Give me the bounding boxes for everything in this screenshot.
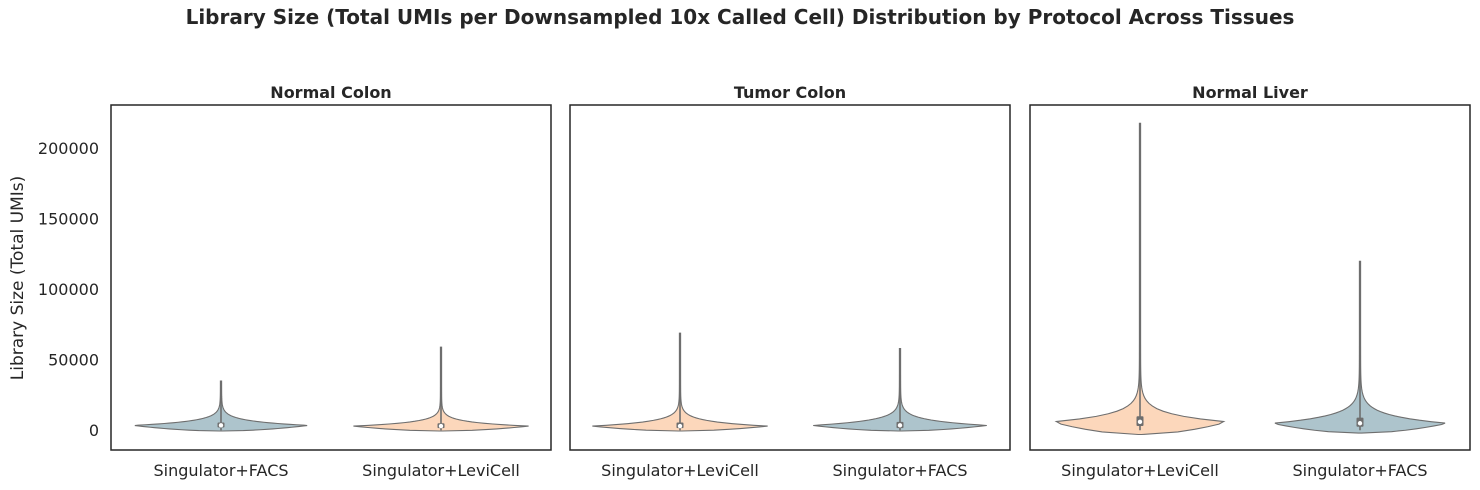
y-tick-label: 200000 xyxy=(38,139,99,158)
y-tick-label: 0 xyxy=(89,421,99,440)
panel-1: Normal Colon Singulator+FACS Singulator+Le… xyxy=(38,83,552,480)
y-tick-label: 50000 xyxy=(48,350,99,369)
panel-title: Normal Liver xyxy=(1192,83,1308,102)
axes-frame xyxy=(1029,104,1471,451)
x-tick-label: Singulator+LeviCell xyxy=(601,461,759,480)
violin-median xyxy=(1357,421,1363,426)
violin-median xyxy=(897,423,903,428)
x-tick-label: Singulator+LeviCell xyxy=(1061,461,1219,480)
y-tick-label: 150000 xyxy=(38,210,99,229)
x-tick-label: Singulator+FACS xyxy=(153,461,288,480)
y-axis-label: Library Size (Total UMIs) xyxy=(8,176,28,381)
violin-median xyxy=(218,423,224,428)
y-tick-label: 100000 xyxy=(38,280,99,299)
panel-title: Normal Colon xyxy=(270,83,391,102)
x-tick-label: Singulator+FACS xyxy=(832,461,967,480)
panel-2: Tumor Colon Singulator+LeviCell Singulator… xyxy=(569,83,1011,480)
panel-3: Normal Liver Singulator+LeviCell Singulato… xyxy=(1029,83,1471,480)
x-tick-label: Singulator+LeviCell xyxy=(362,461,520,480)
violin-median xyxy=(1137,419,1143,425)
figure-title: Library Size (Total UMIs per Downsampled… xyxy=(185,5,1295,29)
violin-median xyxy=(438,423,444,429)
panel-title: Tumor Colon xyxy=(734,83,846,102)
axes-frame xyxy=(569,104,1011,451)
axes-frame xyxy=(110,104,552,451)
x-tick-label: Singulator+FACS xyxy=(1292,461,1427,480)
violin-median xyxy=(677,423,683,429)
